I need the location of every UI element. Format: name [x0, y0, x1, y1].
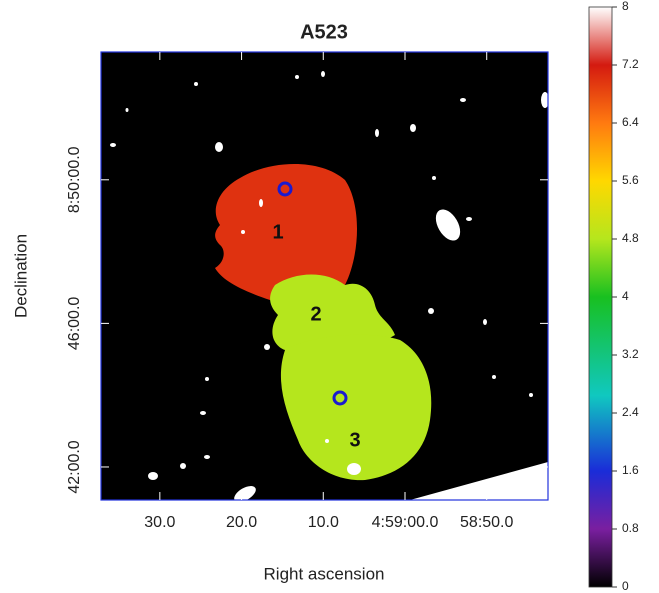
regions: 1 2 3	[215, 164, 432, 481]
colorbar	[588, 6, 613, 588]
region-label: 1	[272, 221, 283, 243]
x-tick-label: 30.0	[144, 514, 175, 531]
edge-mask	[410, 462, 548, 500]
region-label: 3	[349, 429, 360, 451]
colorbar-tick-label: 4.8	[622, 231, 639, 245]
y-tick-label: 46:00.0	[66, 297, 83, 350]
colorbar-tick-label: 2.4	[622, 405, 639, 419]
region-holes	[241, 199, 361, 475]
region	[270, 274, 395, 355]
chart-title: A523	[300, 21, 348, 43]
y-tick-label: 42:00.0	[66, 440, 83, 493]
x-tick-label: 10.0	[308, 514, 339, 531]
y-axis-label: Declination	[11, 234, 30, 318]
x-tick-label: 20.0	[226, 514, 257, 531]
region	[280, 334, 432, 481]
frame	[100, 51, 549, 501]
colorbar-tick-label: 3.2	[622, 347, 639, 361]
colorbar-tick-label: 0	[622, 579, 629, 593]
point-sources	[110, 71, 548, 500]
marker	[332, 390, 348, 406]
colorbar-tick-label: 1.6	[622, 463, 639, 477]
x-axis-label: Right ascension	[264, 564, 385, 583]
region	[215, 164, 358, 305]
colorbar-tick-label: 6.4	[622, 115, 639, 129]
colorbar-tick-label: 4	[622, 289, 629, 303]
image: 1 2 3	[101, 52, 548, 500]
colorbar-tick-label: 7.2	[622, 57, 639, 71]
colorbar-tick-label: 5.6	[622, 173, 639, 187]
region-label: 2	[310, 303, 321, 325]
colorbar-tick-label: 8	[622, 0, 629, 13]
x-tick-label: 4:59:00.0	[372, 514, 439, 531]
x-tick-label: 58:50.0	[460, 514, 513, 531]
colorbar-tick-label: 0.8	[622, 521, 639, 535]
y-tick-label: 8:50:00.0	[66, 146, 83, 213]
marker	[277, 181, 293, 197]
